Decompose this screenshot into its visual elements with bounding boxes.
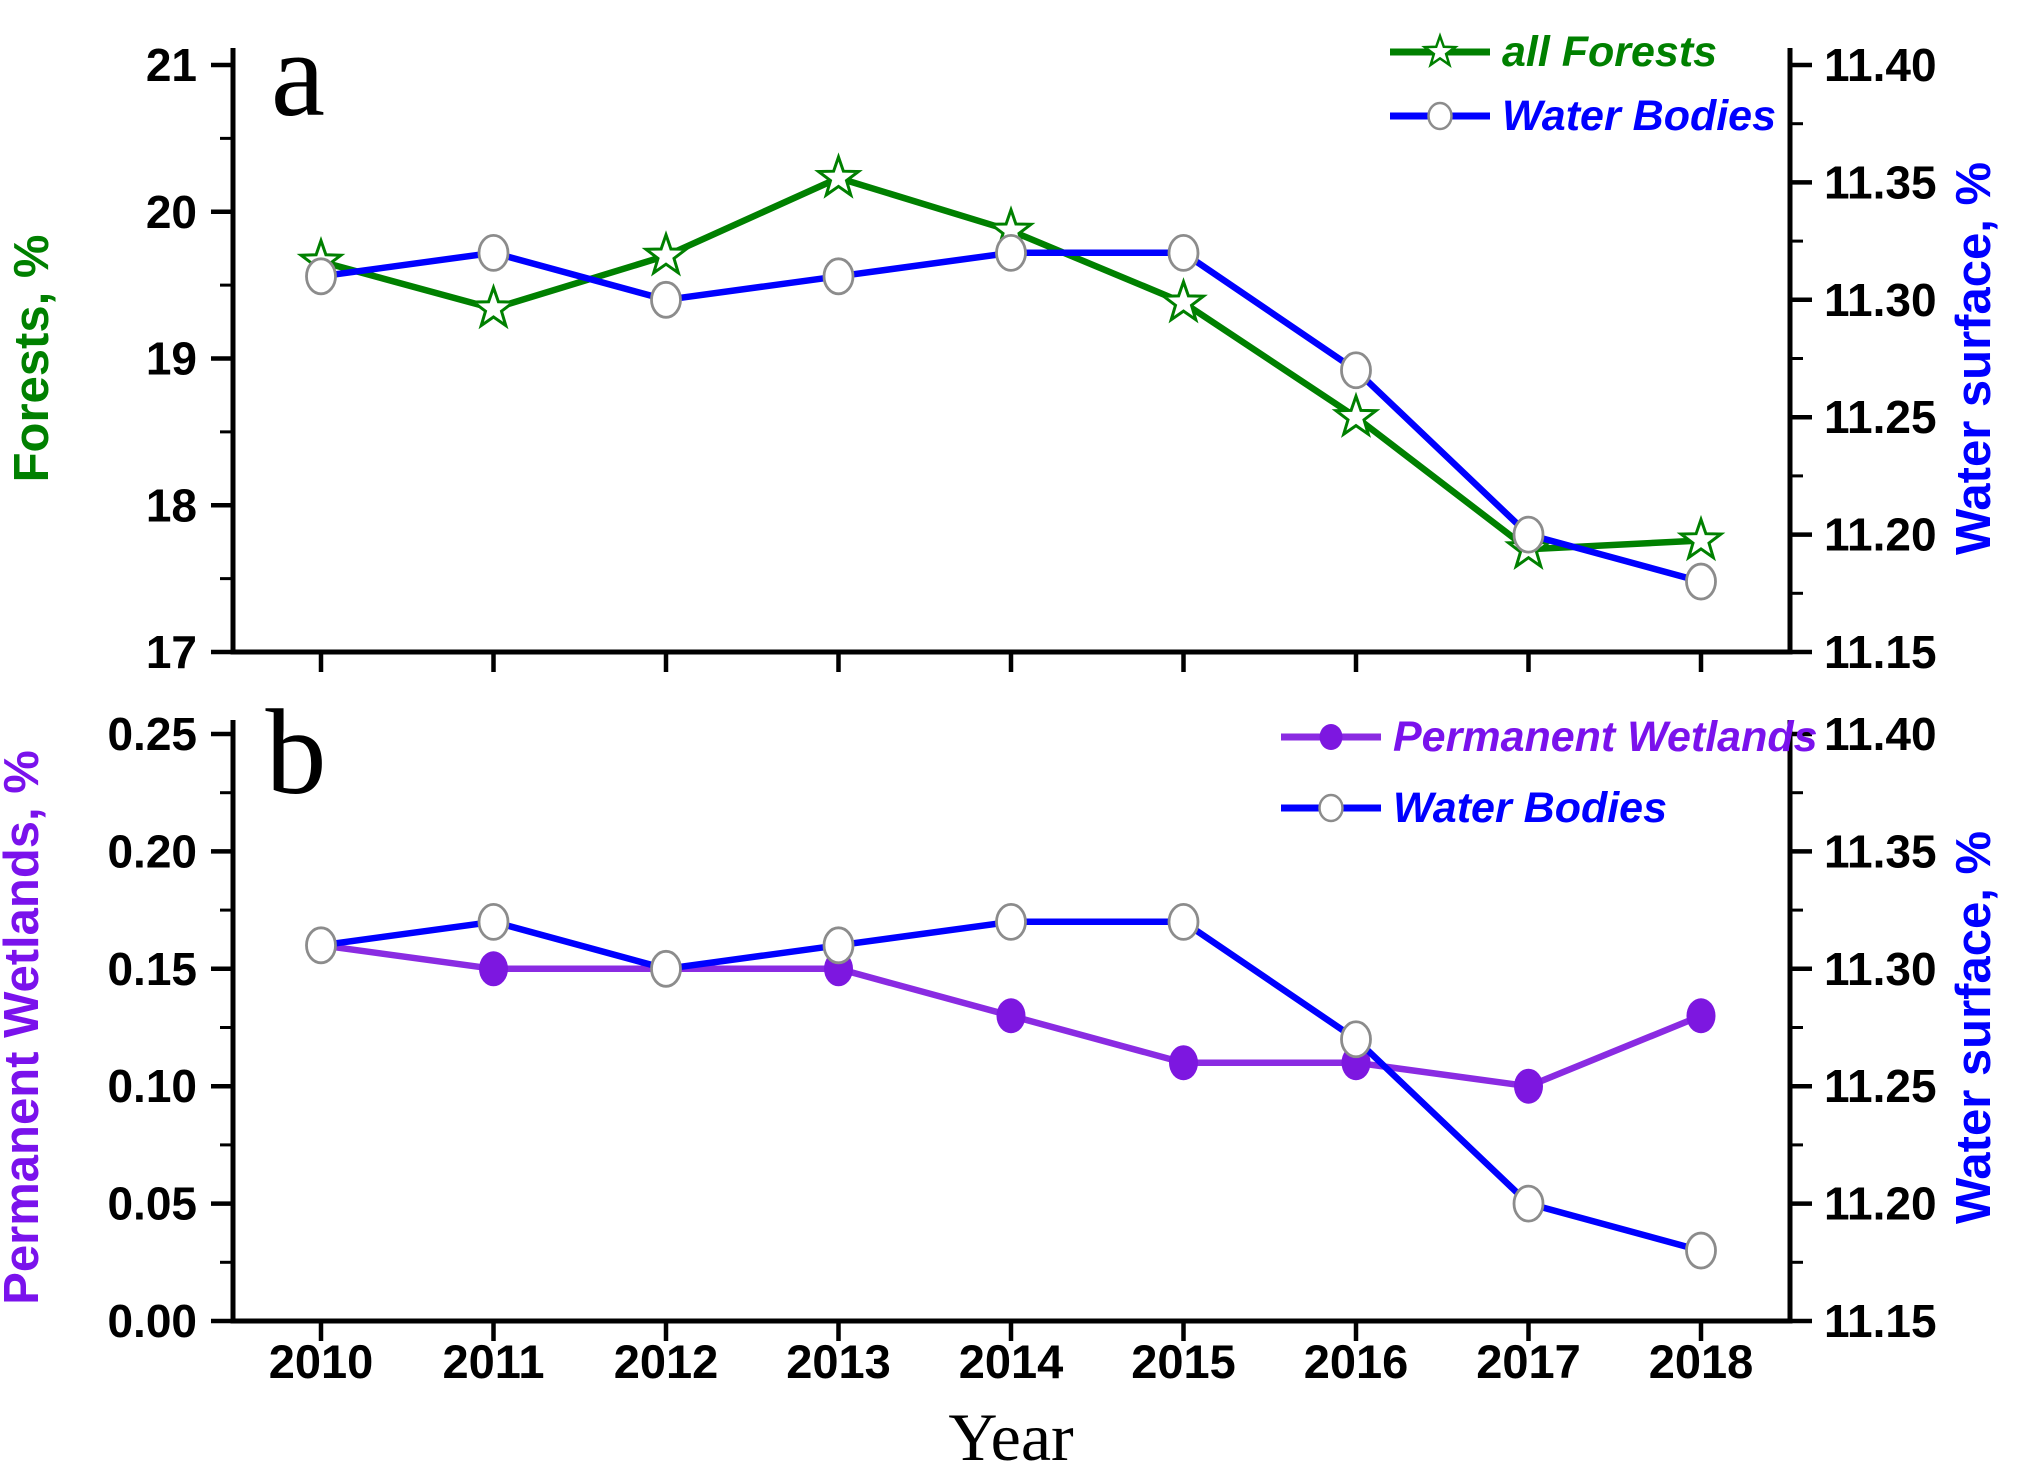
panel-b-right-axis-title: Water surface, % [1947, 831, 2001, 1224]
panel-a: 21 20 19 18 17 11.40 11.35 11.30 11.25 11.20 11.15… [5, 7, 2001, 678]
series-water-bodies [305, 902, 1717, 1270]
water-bodies-marker [477, 902, 510, 941]
right-tick-label: 11.20 [1824, 509, 1937, 561]
x-tick-label: 2015 [1131, 1335, 1236, 1388]
legend-panel-a: all Forests Water Bodies [1390, 28, 1776, 140]
series-permanent-wetlands [306, 927, 1716, 1104]
water-bodies-marker [995, 233, 1027, 272]
right-tick-label: 11.35 [1824, 825, 1937, 877]
right-tick-label: 11.15 [1824, 626, 1937, 678]
right-tick-label: 11.25 [1824, 1060, 1937, 1112]
left-axis-ticks: 0.25 0.20 0.15 0.10 0.05 0.00 [107, 708, 233, 1347]
x-tick-label: 2016 [1304, 1335, 1409, 1388]
water-bodies-marker [1685, 1231, 1717, 1270]
permanent-wetlands-marker [996, 998, 1026, 1034]
all-forests-marker [1331, 391, 1381, 438]
right-tick-label: 11.20 [1824, 1178, 1937, 1230]
legend-item-water-bodies: Water Bodies [1281, 784, 1667, 832]
all-forests-marker [469, 283, 518, 330]
legend-open-circle-icon [1427, 101, 1453, 131]
panel-a-right-axis-title: Water surface, % [1947, 162, 2001, 555]
left-tick-label: 0.05 [107, 1178, 197, 1230]
left-tick-label: 0.25 [107, 708, 197, 760]
water-bodies-line [320, 249, 1702, 585]
right-tick-label: 11.30 [1824, 274, 1937, 326]
left-tick-label: 0.10 [107, 1060, 197, 1112]
right-tick-label: 11.40 [1824, 39, 1937, 91]
left-tick-label: 20 [146, 186, 197, 238]
x-tick-label: 2017 [1476, 1335, 1581, 1388]
permanent-wetlands-marker [479, 951, 508, 987]
left-tick-label: 18 [146, 479, 197, 531]
x-tick-label: 2013 [786, 1335, 891, 1388]
left-tick-label: 0.15 [107, 943, 197, 995]
x-tick-label: 2018 [1649, 1335, 1754, 1388]
panel-a-left-axis-title: Forests, % [5, 235, 59, 483]
legend-item-permanent-wetlands: Permanent Wetlands [1281, 713, 1818, 761]
water-bodies-marker [995, 902, 1027, 941]
legend-open-circle-icon [1318, 793, 1344, 823]
legend-item-water-bodies: Water Bodies [1390, 92, 1776, 140]
water-bodies-marker [1167, 902, 1200, 941]
water-bodies-marker [822, 257, 855, 296]
water-bodies-marker [305, 926, 337, 965]
x-tick-label: 2014 [959, 1335, 1064, 1388]
water-bodies-marker [822, 926, 855, 965]
water-bodies-marker [477, 233, 510, 272]
water-bodies-marker [1340, 351, 1372, 390]
panel-letter-b: b [266, 685, 327, 820]
all-forests-marker [1159, 277, 1208, 324]
x-axis-ticks [318, 652, 1704, 672]
water-bodies-marker [305, 257, 337, 296]
legend-open-star-icon [1421, 32, 1459, 68]
x-tick-label: 2011 [443, 1335, 545, 1388]
panel-letter-a: a [271, 7, 325, 142]
right-tick-label: 11.35 [1824, 156, 1937, 208]
right-tick-label: 11.30 [1824, 943, 1937, 995]
left-axis-ticks: 21 20 19 18 17 [146, 39, 233, 678]
all-forests-marker [814, 152, 863, 199]
all-forests-marker [641, 230, 691, 277]
series-all-forests [296, 152, 1726, 570]
legend-label: all Forests [1502, 28, 1717, 76]
legend-panel-b: Permanent Wetlands Water Bodies [1281, 713, 1818, 832]
legend-label: Water Bodies [1502, 92, 1776, 140]
water-bodies-marker [650, 949, 682, 988]
left-tick-label: 17 [146, 626, 197, 678]
left-tick-label: 19 [146, 333, 197, 385]
water-bodies-marker [1512, 1184, 1545, 1223]
legend-label: Water Bodies [1393, 784, 1667, 832]
all-forests-marker [1676, 514, 1726, 562]
permanent-wetlands-marker [1686, 998, 1716, 1034]
left-tick-label: 21 [146, 39, 197, 91]
right-tick-label: 11.40 [1824, 708, 1937, 760]
water-bodies-marker [1685, 562, 1717, 601]
panel-b-left-axis-title: Permanent Wetlands, % [0, 750, 49, 1305]
x-axis-ticks: 2010 2011 2012 2013 2014 2015 2016 2017 2018 [269, 1321, 1754, 1388]
water-bodies-marker [650, 280, 682, 319]
right-axis-ticks: 11.40 11.35 11.30 11.25 11.20 11.15 [1790, 39, 1937, 678]
left-tick-label: 0.00 [107, 1295, 197, 1347]
permanent-wetlands-marker [1514, 1068, 1543, 1104]
left-tick-label: 0.20 [107, 825, 197, 877]
x-tick-label: 2010 [269, 1335, 374, 1388]
legend-label: Permanent Wetlands [1393, 713, 1818, 761]
water-bodies-marker [1167, 233, 1200, 272]
legend-filled-circle-icon [1319, 724, 1343, 750]
permanent-wetlands-marker [1169, 1045, 1198, 1081]
right-tick-label: 11.15 [1824, 1295, 1937, 1347]
x-axis-title: Year [948, 1399, 1074, 1475]
right-tick-label: 11.25 [1824, 391, 1937, 443]
right-axis-ticks: 11.40 11.35 11.30 11.25 11.20 11.15 [1790, 708, 1937, 1347]
x-tick-label: 2012 [614, 1335, 719, 1388]
panel-b: 0.250.200.150.100.050.0011.4011.3511.301… [0, 685, 2001, 1475]
water-bodies-marker [1512, 515, 1545, 554]
legend-item-all-forests: all Forests [1390, 28, 1717, 76]
series-water-bodies [305, 233, 1717, 601]
water-bodies-marker [1340, 1020, 1372, 1059]
